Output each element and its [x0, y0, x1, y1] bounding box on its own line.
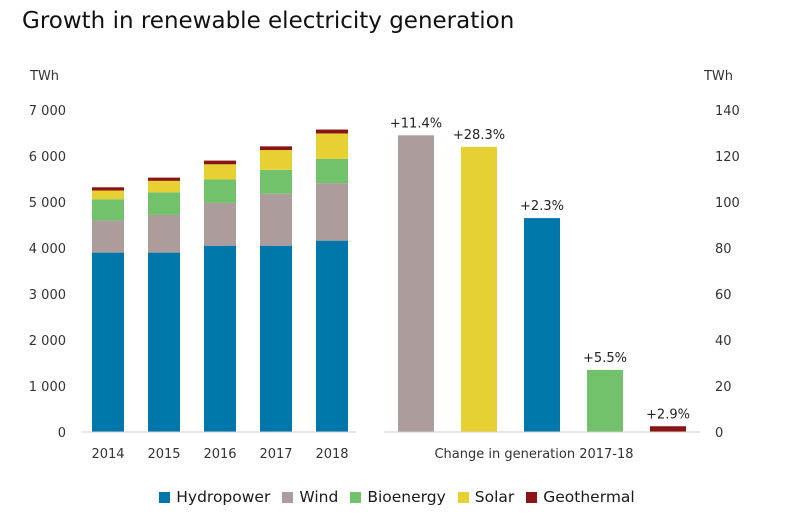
x-tick-label-2017: 2017 — [259, 447, 292, 462]
y-tick-label-right: 0 — [715, 426, 723, 441]
legend-label: Geothermal — [543, 488, 635, 506]
x-tick-label-2015: 2015 — [147, 447, 180, 462]
y-tick-label-right: 80 — [715, 242, 732, 257]
change-label-hydropower: +2.3% — [520, 199, 564, 214]
legend-item-bioenergy: Bioenergy — [350, 488, 446, 506]
change-bar-solar — [461, 146, 497, 433]
y-tick-label-left: 6 000 — [29, 150, 66, 165]
y-tick-label-right: 100 — [715, 196, 740, 211]
bar-bioenergy-2018 — [316, 158, 348, 184]
y-tick-label-left: 2 000 — [29, 334, 66, 349]
legend-swatch-bioenergy — [350, 492, 362, 503]
bar-geothermal-2016 — [204, 160, 236, 165]
bar-geothermal-2017 — [260, 146, 292, 151]
bar-solar-2016 — [204, 164, 236, 180]
legend-swatch-wind — [282, 492, 294, 503]
y-tick-label-right: 140 — [715, 104, 740, 119]
legend-swatch-hydropower — [159, 492, 171, 503]
y-axis-unit-right: TWh — [703, 69, 733, 84]
bar-wind-2016 — [204, 202, 236, 246]
bar-hydropower-2017 — [260, 245, 292, 432]
legend-item-solar: Solar — [457, 488, 515, 506]
y-tick-label-left: 5 000 — [29, 196, 66, 211]
x-axis-label-right: Change in generation 2017-18 — [434, 447, 633, 462]
legend-label: Wind — [299, 488, 339, 506]
bar-bioenergy-2014 — [92, 199, 124, 221]
y-tick-label-left: 1 000 — [29, 380, 66, 395]
chart-title: Growth in renewable electricity generati… — [22, 8, 515, 34]
legend-item-hydropower: Hydropower — [159, 488, 270, 506]
bar-geothermal-2015 — [148, 177, 180, 181]
bar-bioenergy-2016 — [204, 179, 236, 203]
y-tick-label-right: 20 — [715, 380, 732, 395]
y-tick-label-left: 7 000 — [29, 104, 66, 119]
legend: Hydropower Wind Bioenergy Solar Geothermal — [0, 488, 794, 506]
change-bar-wind — [398, 135, 434, 433]
y-tick-label-right: 60 — [715, 288, 732, 303]
bar-wind-2017 — [260, 193, 292, 246]
y-tick-label-left: 4 000 — [29, 242, 66, 257]
bar-geothermal-2014 — [92, 187, 124, 191]
bar-solar-2015 — [148, 180, 180, 193]
x-tick-label-2016: 2016 — [203, 447, 236, 462]
x-tick-label-2018: 2018 — [315, 447, 348, 462]
change-label-wind: +11.4% — [390, 116, 442, 131]
y-axis-unit-left: TWh — [29, 69, 59, 84]
y-tick-label-left: 3 000 — [29, 288, 66, 303]
x-tick-label-2014: 2014 — [91, 447, 124, 462]
legend-swatch-solar — [457, 492, 469, 503]
change-label-bioenergy: +5.5% — [583, 351, 627, 366]
bar-wind-2014 — [92, 220, 124, 253]
y-tick-label-left: 0 — [58, 426, 66, 441]
bar-wind-2018 — [316, 183, 348, 241]
chart-canvas: TWh 0 1 000 2 000 3 000 4 000 5 000 6 000 7 000 2… — [29, 69, 740, 462]
bar-hydropower-2016 — [204, 245, 236, 432]
bar-bioenergy-2015 — [148, 192, 180, 215]
bar-hydropower-2014 — [92, 252, 124, 432]
bar-geothermal-2018 — [316, 129, 348, 134]
legend-label: Bioenergy — [367, 488, 446, 506]
legend-label: Hydropower — [176, 488, 271, 506]
legend-item-geothermal: Geothermal — [526, 488, 635, 506]
bar-wind-2015 — [148, 214, 180, 253]
change-bar-bioenergy — [587, 369, 623, 432]
change-bar-geothermal — [650, 426, 686, 432]
legend-label: Solar — [474, 488, 515, 506]
bar-hydropower-2018 — [316, 240, 348, 432]
change-label-geothermal: +2.9% — [646, 407, 690, 422]
change-bar-hydropower — [524, 218, 560, 432]
bar-hydropower-2015 — [148, 252, 180, 432]
legend-item-wind: Wind — [282, 488, 338, 506]
change-label-solar: +28.3% — [453, 128, 505, 143]
y-tick-label-right: 120 — [715, 150, 740, 165]
bar-solar-2014 — [92, 190, 124, 200]
bar-solar-2018 — [316, 133, 348, 159]
bar-solar-2017 — [260, 150, 292, 170]
y-tick-label-right: 40 — [715, 334, 732, 349]
bar-bioenergy-2017 — [260, 169, 292, 194]
legend-swatch-geothermal — [526, 492, 538, 503]
